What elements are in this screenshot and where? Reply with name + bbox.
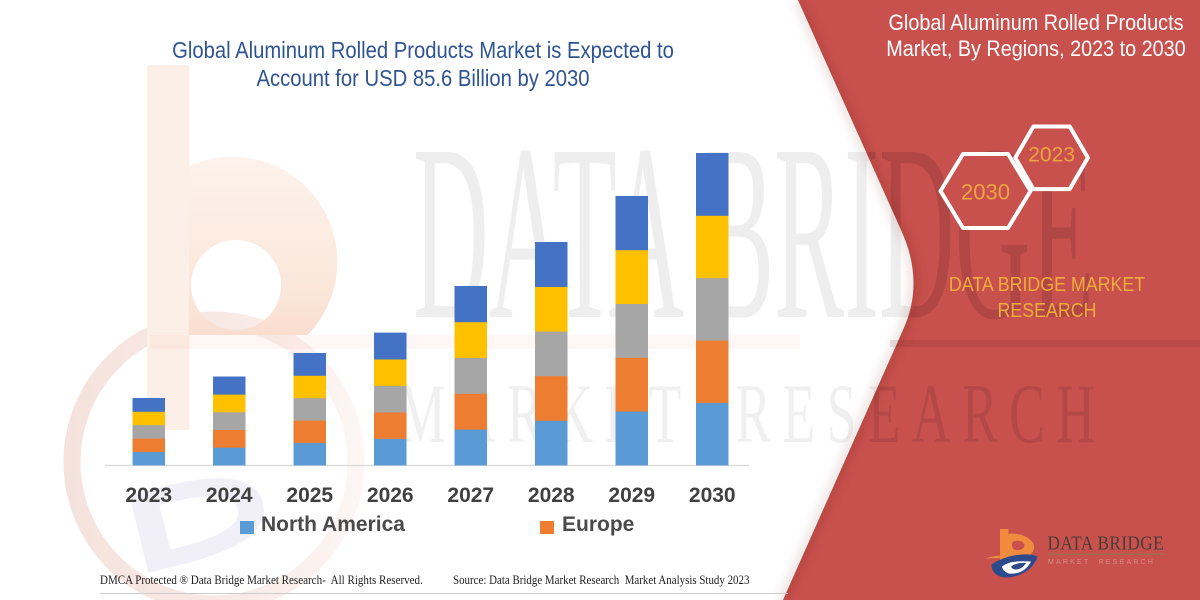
svg-text:2030: 2030: [961, 179, 1010, 204]
svg-text:MARKET RESEARCH: MARKET RESEARCH: [1048, 559, 1155, 566]
svg-text:DATA BRIDGE: DATA BRIDGE: [1048, 532, 1165, 555]
svg-text:2023: 2023: [1028, 143, 1075, 166]
